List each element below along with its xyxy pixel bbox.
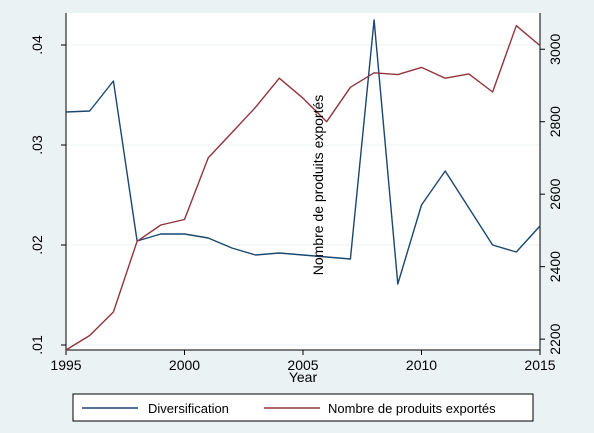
- series-line-produits: [65, 25, 541, 351]
- right-axis-label: Nombre de produits exportés: [310, 95, 326, 276]
- y-right-tick-label: 3000: [547, 33, 563, 64]
- plot-area: [66, 13, 540, 350]
- x-tick-label: 1995: [50, 357, 81, 373]
- series-line-diversification: [65, 19, 541, 285]
- x-axis-label: Year: [289, 369, 318, 385]
- x-tick-label: 2010: [406, 357, 437, 373]
- series-lines: [65, 19, 541, 351]
- y-right-tick-label: 2200: [547, 323, 563, 354]
- axis-ticks: .01 .02 .03 .04 2200 2400 2600 2800 3000 1995 2000…: [29, 33, 563, 373]
- legend-label-produits: Nombre de produits exportés: [328, 401, 496, 416]
- y-left-tick-label: .02: [29, 235, 45, 255]
- x-tick-label: 2005: [287, 357, 318, 373]
- y-right-tick-label: 2400: [547, 251, 563, 282]
- x-tick-label: 2015: [524, 357, 555, 373]
- y-right-tick-label: 2800: [547, 106, 563, 137]
- x-tick-label: 2000: [169, 357, 200, 373]
- y-left-tick-label: .03: [29, 135, 45, 155]
- legend-label-diversification: Diversification: [148, 401, 229, 416]
- y-right-tick-label: 2600: [547, 178, 563, 209]
- y-left-tick-label: .04: [29, 35, 45, 55]
- grid-lines: [66, 44, 540, 346]
- y-left-tick-label: .01: [29, 335, 45, 355]
